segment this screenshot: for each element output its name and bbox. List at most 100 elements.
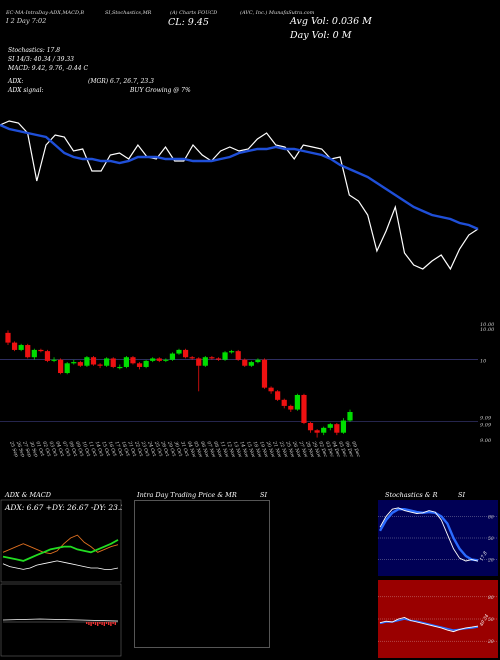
date-label: 30 Sep <box>28 441 39 458</box>
candle-body <box>222 352 228 360</box>
date-label: 28 Oct <box>159 440 170 457</box>
minus-di-line <box>2 534 119 555</box>
candle-body <box>334 424 340 433</box>
date-label: 26 Nov <box>291 440 303 459</box>
candle-body <box>51 359 57 361</box>
candle-body <box>196 358 202 366</box>
candle-body <box>31 349 37 358</box>
rsi-scale-label: 80 <box>488 595 494 601</box>
date-label: 22 Oct <box>133 440 144 457</box>
date-label: 04 Nov <box>186 441 197 459</box>
intraday-panel-title: Intra Day Trading Price & MR <box>137 491 237 499</box>
date-label: 15 Oct <box>100 441 111 458</box>
date-label: 03 Dec <box>324 441 335 459</box>
date-label: 14 Oct <box>94 441 105 458</box>
macd-histogram-bar <box>97 622 99 626</box>
candle-body <box>189 357 195 359</box>
candle-body <box>261 359 268 388</box>
adx-label: ADX: <box>8 78 24 85</box>
date-label: 26 Sep <box>14 440 26 458</box>
date-label: 30 Oct <box>173 441 184 458</box>
candle-body <box>11 342 18 350</box>
stoch-signal-line <box>378 507 479 562</box>
candle-body <box>71 362 77 364</box>
close-price-label: CL: 9.45 <box>168 17 209 28</box>
date-label: 08 Nov <box>212 441 223 459</box>
candle-body <box>275 391 281 400</box>
moving-average-line <box>0 123 479 231</box>
candle-body <box>307 422 314 431</box>
macd-histogram-bar <box>105 622 108 624</box>
date-label: 27 Sep <box>21 440 33 458</box>
date-label: 16 Oct <box>107 441 118 458</box>
candle-body <box>347 412 353 421</box>
candle-body <box>104 358 110 366</box>
macd-histogram-bar <box>110 622 112 626</box>
date-label: 04 Dec <box>330 441 341 459</box>
candle-body <box>117 366 123 369</box>
candle-body <box>242 359 248 366</box>
header-mid-2: (A) Charts FOUCD <box>170 10 218 16</box>
macd-line <box>2 618 119 622</box>
date-label: 04 Oct <box>54 441 65 458</box>
date-label: 18 Oct <box>120 441 131 458</box>
date-label: 01 Oct <box>34 441 45 458</box>
date-label: 09 Oct <box>74 441 85 458</box>
date-label: 25 Sep <box>8 440 20 458</box>
stoch-value-label: 17.8 <box>479 550 489 562</box>
candle-body <box>340 420 347 433</box>
date-label: 14 Nov <box>238 441 249 459</box>
stoch-scale-label: 20 <box>487 558 494 564</box>
date-label: 11 Nov <box>219 441 230 459</box>
price-axis-label: 9.09 <box>480 423 492 429</box>
date-label: 02 Oct <box>41 441 52 458</box>
date-label: 25 Oct <box>152 440 163 457</box>
candle-body <box>143 360 149 367</box>
header-line-2: I 2 Day 7:02 <box>6 17 47 25</box>
date-label: 07 Nov <box>205 441 216 459</box>
date-label: 25 Nov <box>284 440 296 459</box>
date-label: 13 Nov <box>232 441 243 459</box>
stoch-k-line <box>379 507 479 562</box>
macd-histogram-bar <box>99 622 101 624</box>
candle-body <box>288 405 294 410</box>
candle-body <box>215 358 222 360</box>
candle-body <box>281 399 287 406</box>
day-volume: Day Vol: 0 M <box>290 30 352 41</box>
mgr-text: (MGR) 6.7, 26.7, 23.3 <box>88 78 154 85</box>
candle-body <box>229 351 235 353</box>
candle-body <box>156 358 162 361</box>
price-line <box>0 120 479 271</box>
date-label: 09 Dec <box>350 441 361 459</box>
candle-body <box>38 349 44 352</box>
si-text: SI 14/3: 40.34 / 39.33 <box>8 56 74 63</box>
macd-histogram-bar <box>86 622 88 624</box>
adx-values-text: ADX: 6.67 +DY: 26.67 -DY: 23.33 <box>4 503 122 512</box>
stoch-scale-label: 80 <box>488 514 494 520</box>
adx-signal-label: ADX signal: <box>8 87 44 94</box>
date-label: 03 Oct <box>48 441 59 458</box>
candle-body <box>327 424 333 428</box>
date-label: 02 Dec <box>317 441 328 459</box>
candle-body <box>110 358 116 367</box>
date-label: 20 Nov <box>264 440 276 459</box>
candle-body <box>321 427 327 433</box>
date-label: 17 Oct <box>113 441 124 458</box>
date-label: 29 Nov <box>310 440 322 459</box>
avg-volume: Avg Vol: 0.036 M <box>290 16 372 27</box>
header-mid-1: SI,Stochastics,MR <box>105 10 152 16</box>
price-axis-label: 10 <box>480 359 487 365</box>
date-label: 28 Nov <box>304 440 316 459</box>
candle-body <box>77 362 83 366</box>
candle-body <box>209 357 215 359</box>
macd-histogram-bar <box>94 622 97 625</box>
candle-body <box>248 362 254 366</box>
stoch-si-title: SI <box>458 491 466 499</box>
candle-body <box>202 357 208 366</box>
plus-di-line <box>2 539 119 562</box>
macd-histogram-bar <box>101 622 103 625</box>
si-line <box>379 617 479 633</box>
candle-body <box>235 351 241 360</box>
